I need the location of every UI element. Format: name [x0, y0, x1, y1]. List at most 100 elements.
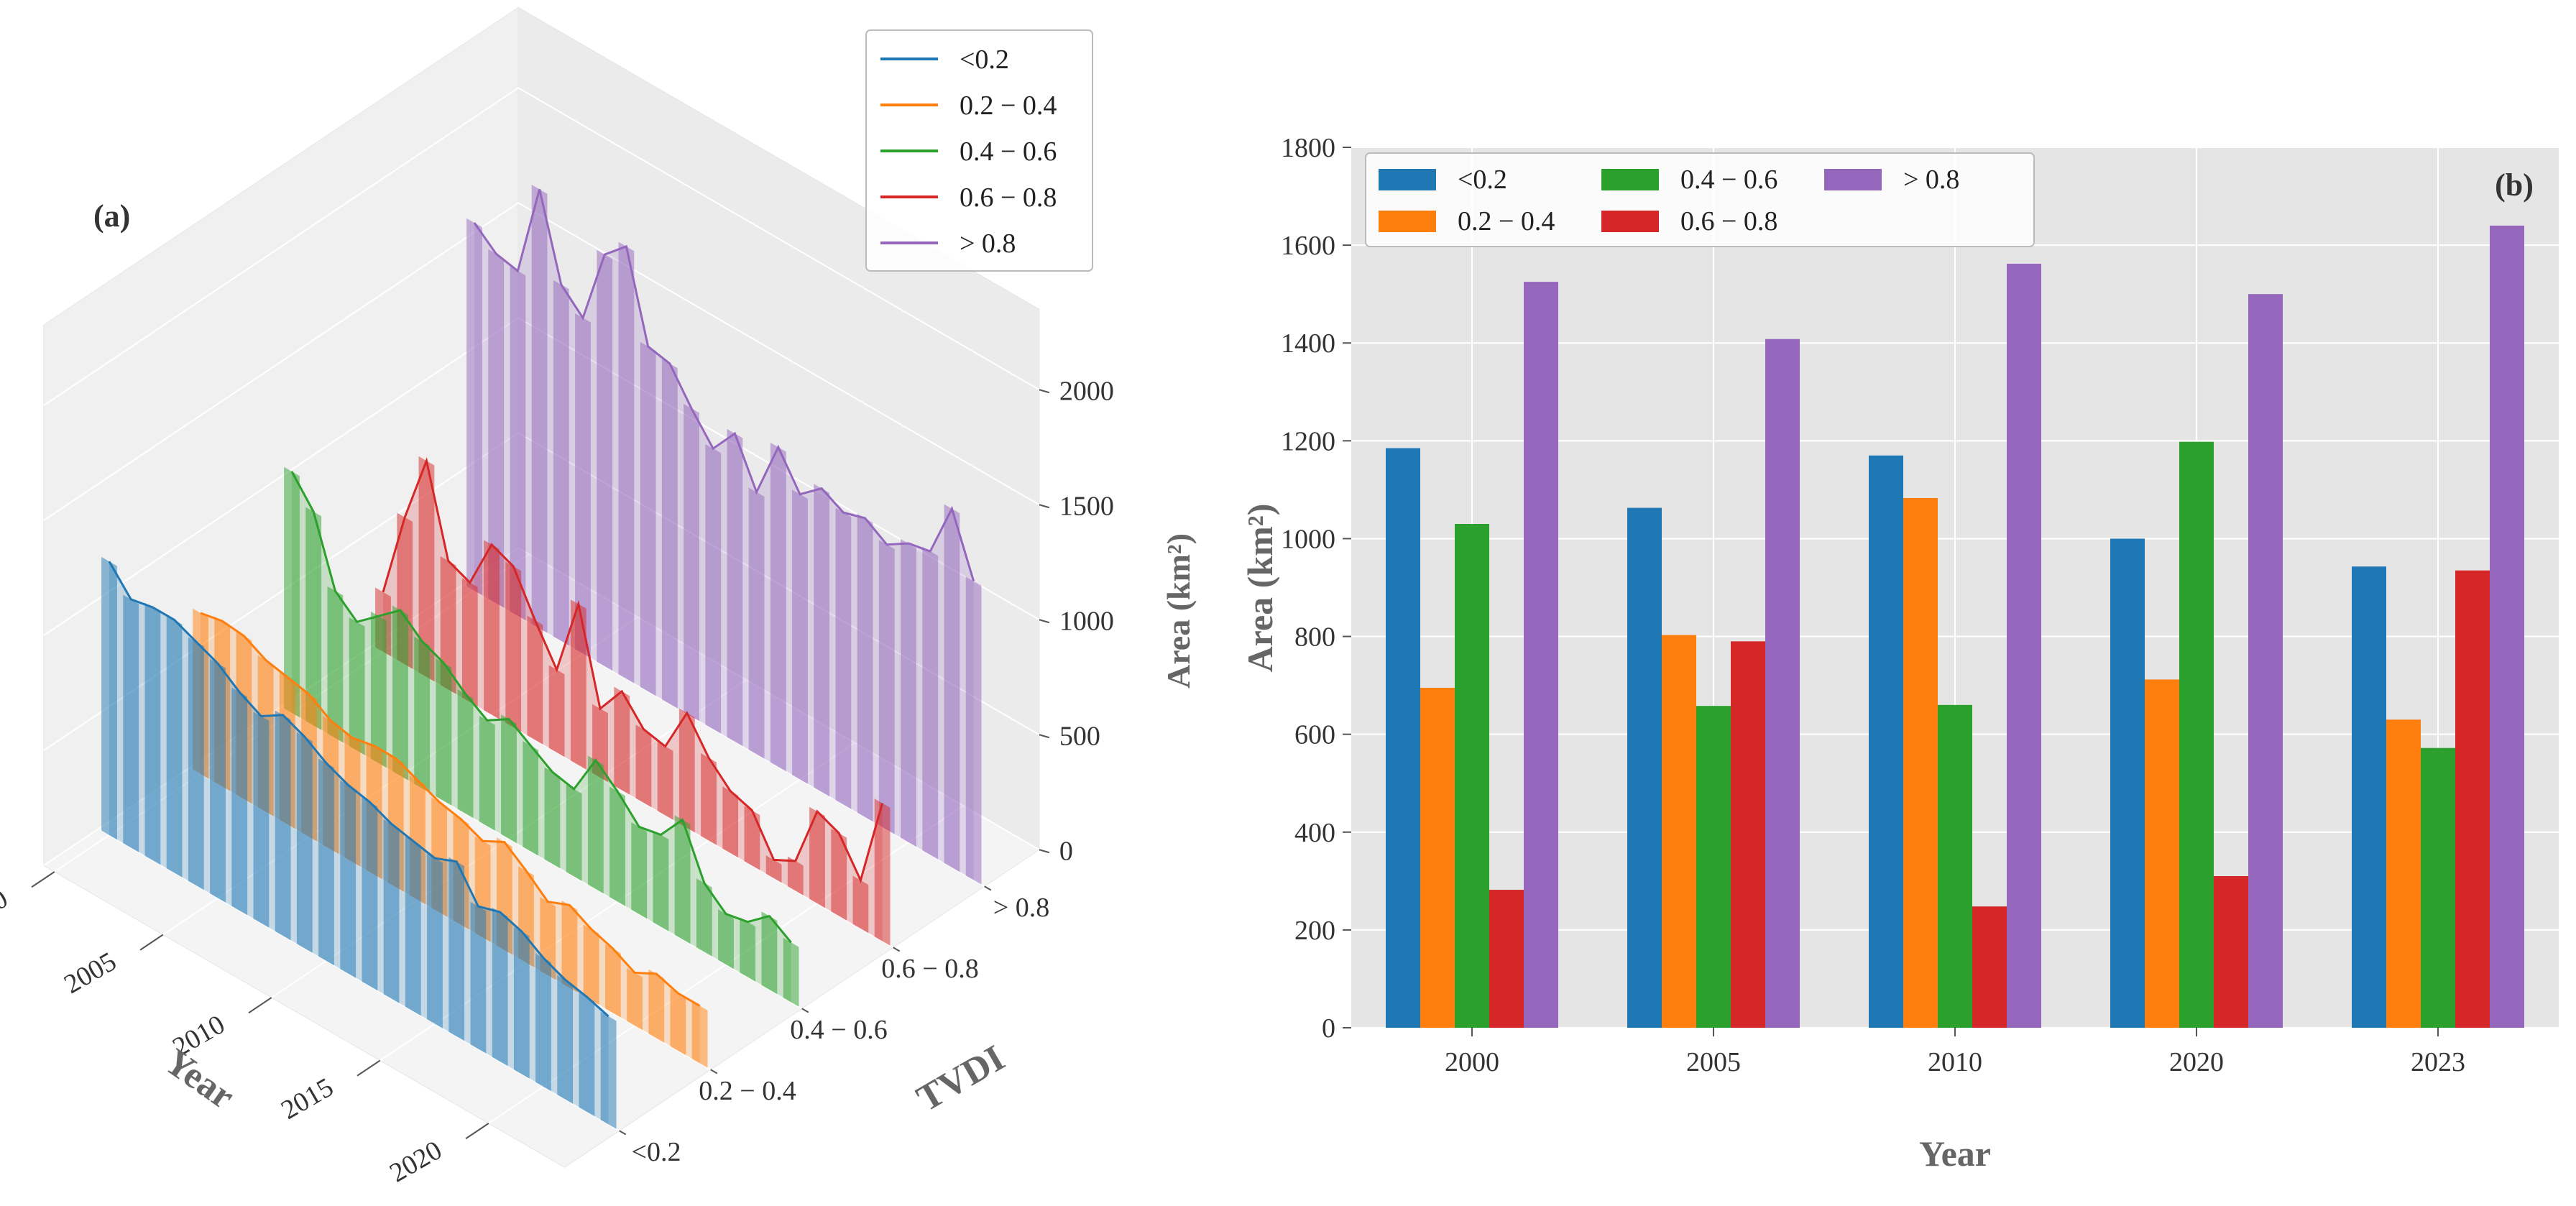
chart-a-legend-label: > 0.8 [960, 229, 1016, 259]
panel-a-label: (a) [93, 198, 130, 234]
chart-a-bar [305, 507, 322, 730]
chart-a-floor-gridline [463, 584, 985, 888]
chart-a-x-tick-label: 2005 [59, 947, 121, 1000]
chart-a-bar [570, 599, 586, 770]
chart-b-y-tick-label: 200 [1294, 916, 1335, 946]
chart-a-y-tick-label: 0.6 − 0.8 [881, 954, 978, 984]
chart-a-bar [427, 853, 443, 1028]
chart-b-legend-swatch [1601, 169, 1659, 190]
chart-a-bar [583, 924, 599, 1005]
chart-a-bar [718, 909, 734, 970]
chart-a-bar [484, 540, 500, 719]
chart-b-bars [1386, 225, 2524, 1028]
chart-a-series-group [284, 466, 799, 1007]
chart-b-y-tick-label: 1000 [1281, 524, 1335, 554]
chart-b-bar [1938, 704, 1972, 1028]
chart-a-bar [604, 944, 621, 1018]
chart-b-bar [1455, 524, 1489, 1028]
chart-b-bar [1903, 497, 1938, 1028]
chart-b-y-tick-label: 800 [1294, 622, 1335, 653]
chart-a-bar [765, 855, 782, 883]
chart-b-bar [1627, 507, 1662, 1028]
chart-a-bar [466, 218, 482, 596]
chart-a-z-tick-label: 500 [1059, 721, 1100, 751]
chart-a-bar [783, 938, 799, 1007]
chart-b-legend-swatch [1379, 211, 1436, 232]
chart-a-bar [631, 822, 648, 919]
chart-a-floor-gridline [98, 828, 620, 1132]
chart-a-bar [635, 724, 652, 808]
chart-a-bar [535, 953, 551, 1092]
chart-a-bar [944, 504, 960, 873]
chart-b-legend-label: > 0.8 [1903, 165, 1959, 195]
panel-b-label: (b) [2495, 167, 2534, 203]
chart-a-bar [505, 561, 522, 732]
chart-a-bar [461, 578, 478, 707]
chart-a-bar [362, 797, 378, 991]
chart-a-x-tick-label: 2020 [385, 1135, 447, 1188]
chart-a-y-tick [801, 1008, 809, 1013]
chart-a-bar [436, 658, 452, 806]
chart-a-bar [684, 403, 699, 722]
chart-a-left-gridline [43, 432, 519, 752]
chart-a-z-tick [1039, 504, 1050, 509]
chart-a-bar [640, 341, 656, 696]
chart-a-bar [648, 969, 665, 1043]
chart-a-line [473, 188, 975, 581]
chart-a-bar [557, 975, 574, 1104]
chart-a-bar [566, 784, 582, 881]
chart-a-left-gridline [43, 317, 519, 637]
chart-a-bar [657, 742, 673, 820]
chart-a-legend-label: 0.2 − 0.4 [960, 91, 1057, 121]
chart-a-bar [701, 753, 717, 845]
chart-a-bar [857, 513, 873, 822]
chart-b-bar [2145, 679, 2179, 1028]
chart-a-bar [488, 249, 505, 608]
chart-b-bar [1696, 706, 1731, 1028]
chart-a-bar [618, 241, 635, 683]
chart-a-y-tick [893, 947, 901, 952]
chart-a-y-tick-label: 0.2 − 0.4 [699, 1076, 796, 1106]
chart-a-bar [523, 741, 539, 856]
chart-b-bar [2421, 747, 2455, 1028]
chart-b-ticks: 0 200 400 600 800 1000 1200 1400 1600 1800 2000 200… [1281, 133, 2465, 1077]
chart-a-x-tick [465, 1123, 489, 1140]
chart-a-bar [614, 686, 630, 795]
chart-a-bar [392, 605, 408, 781]
chart-a-y-tick [984, 885, 992, 891]
chart-b-bar [2455, 570, 2490, 1028]
chart-a-bar [188, 637, 204, 890]
chart-a-bar [418, 456, 435, 682]
chart-a-bar [835, 507, 852, 809]
chart-a-bar [691, 1001, 708, 1068]
chart-b-bar [1731, 641, 1765, 1028]
chart-b-legend-label: 0.4 − 0.6 [1680, 165, 1777, 195]
chart-a-back-gridline [518, 87, 1040, 391]
chart-a-bar [383, 819, 400, 1003]
chart-a-bar [770, 442, 786, 772]
chart-a-bar [587, 755, 604, 894]
chart-a-bar [852, 875, 869, 934]
chart-b-y-tick-label: 1400 [1281, 328, 1335, 359]
chart-a-series-group [375, 456, 891, 946]
chart-a-bar [878, 540, 895, 834]
chart-a-bar [405, 836, 421, 1016]
chart-a-z-tick [1039, 734, 1050, 739]
chart-b-legend-swatch [1601, 211, 1659, 232]
chart-a-bar [531, 185, 548, 633]
chart-a-line [108, 561, 610, 1018]
chart-a-bar [448, 857, 465, 1041]
chart-a-y-tick [710, 1069, 718, 1074]
chart-a-z-tick [1039, 389, 1050, 394]
chart-a-bar [553, 280, 569, 646]
chart-a-bar [792, 489, 808, 784]
chart-a-bar [275, 710, 291, 941]
chart-a-bar [513, 926, 530, 1079]
chart-b-bar [1869, 455, 1903, 1028]
chart-a-bar [349, 617, 365, 755]
chart-b-bar [2386, 719, 2421, 1028]
chart-b-y-tick-label: 1200 [1281, 426, 1335, 456]
chart-a-bar [575, 313, 591, 658]
chart-a-bar [544, 767, 561, 869]
chart-a-bar [809, 806, 825, 908]
